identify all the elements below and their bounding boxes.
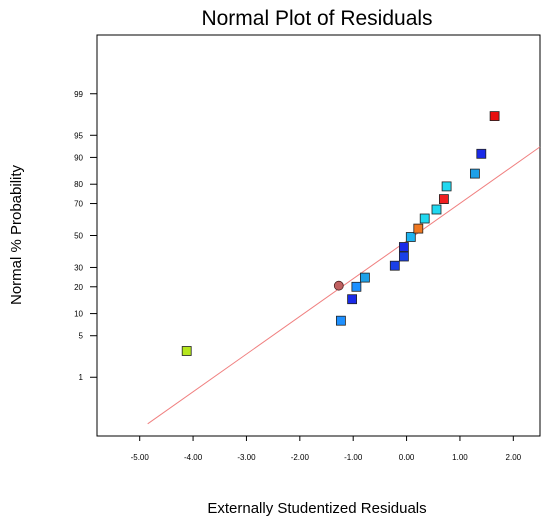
x-tick-label: 0.00 [399, 453, 415, 462]
residual-point-12 [419, 213, 430, 224]
x-tick-label: -4.00 [184, 453, 203, 462]
residual-point-13 [431, 204, 442, 215]
y-tick-label: 80 [74, 180, 83, 189]
residual-point-4 [347, 294, 358, 305]
y-tick-label: 5 [79, 332, 84, 341]
normal-reference-line [147, 146, 541, 425]
residual-point-11 [413, 223, 424, 234]
y-axis-label: Normal % Probability [8, 164, 25, 305]
y-tick-label: 70 [74, 200, 83, 209]
x-tick-label: -2.00 [291, 453, 310, 462]
x-tick-label: -5.00 [131, 453, 150, 462]
chart-title: Normal Plot of Residuals [201, 7, 432, 30]
residual-point-17 [476, 148, 487, 159]
x-tick-label: -1.00 [344, 453, 363, 462]
residual-point-16 [469, 168, 480, 179]
residual-point-5 [351, 281, 362, 292]
y-tick-label: 10 [74, 310, 83, 319]
residual-point-7 [389, 260, 400, 271]
y-tick-label: 99 [74, 90, 83, 99]
y-tick-label: 20 [74, 283, 83, 292]
residual-point-2 [335, 315, 346, 326]
x-axis-label: Externally Studentized Residuals [207, 500, 426, 517]
residual-point-6 [359, 272, 370, 283]
residual-point-9 [398, 242, 409, 252]
x-tick-label: 2.00 [506, 453, 522, 462]
residual-point-14 [438, 194, 449, 205]
x-tick-label: 1.00 [452, 453, 468, 462]
residual-point-15 [441, 181, 452, 192]
y-tick-label: 95 [74, 131, 83, 140]
y-tick-label: 1 [79, 373, 84, 382]
residual-point-10 [405, 232, 416, 242]
plot-area [96, 34, 541, 437]
x-tick-label: -3.00 [237, 453, 256, 462]
residual-point-8 [398, 251, 409, 262]
residual-point-18 [489, 111, 500, 121]
y-tick-label: 50 [74, 232, 83, 241]
y-tick-label: 30 [74, 263, 83, 272]
residual-point-1 [181, 346, 192, 356]
residual-point-3 [333, 280, 344, 291]
y-tick-label: 90 [74, 153, 83, 162]
